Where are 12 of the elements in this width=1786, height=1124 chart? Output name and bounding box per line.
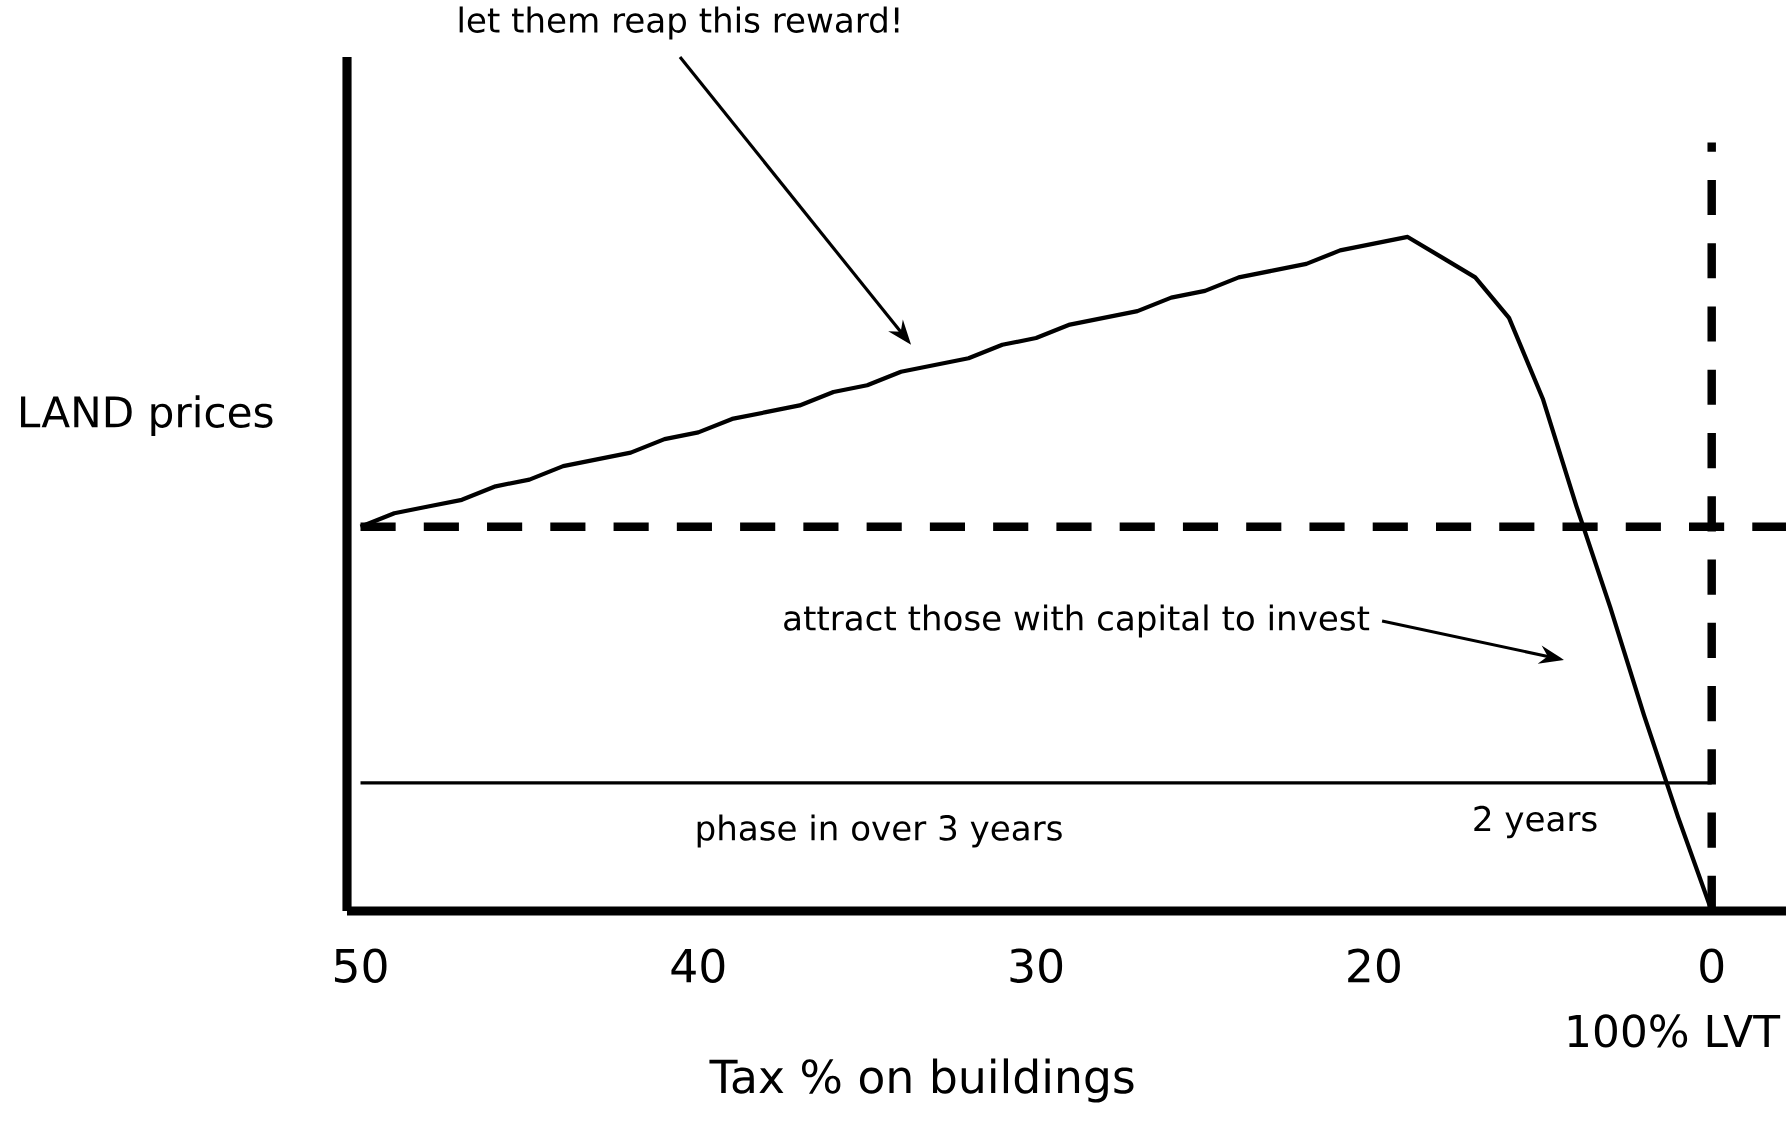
annotation: phase in over 3 years (697, 814, 1062, 848)
y-axis-title: LAND prices (21, 395, 273, 437)
x-tick-label: 30 (1010, 948, 1063, 983)
text: 100% LVT (1568, 1014, 1781, 1048)
x-axis-title: Tax % on buildings (709, 1058, 1134, 1103)
x-tick-label: 40 (671, 948, 725, 983)
x-tick-label: 20 (1348, 948, 1400, 983)
x-tick-label: 0 (1700, 948, 1724, 983)
text: let them reap this reward! (459, 6, 899, 40)
x-tick-label: 50 (334, 948, 387, 983)
annotation: 2 years (1474, 805, 1597, 839)
annotation: attract those with capital to invest (784, 604, 1370, 638)
